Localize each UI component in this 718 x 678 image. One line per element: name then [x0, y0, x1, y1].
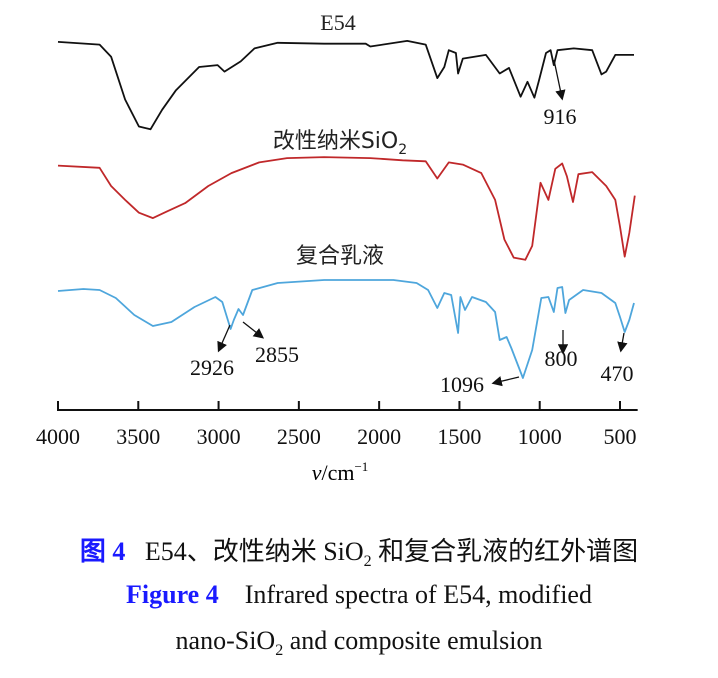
peak-annotation: 800 [545, 346, 578, 371]
caption-cn: 图 4 E54、改性纳米 SiO2 和复合乳液的红外谱图 [0, 531, 718, 571]
peak-annotation: 470 [601, 361, 634, 386]
series-label-0: E54 [320, 10, 355, 35]
peak-annotation: 2855 [255, 342, 299, 367]
x-tick-label: 3500 [116, 424, 160, 449]
caption-cn-text: E54、改性纳米 SiO [144, 537, 364, 566]
caption-en-label: Figure 4 [126, 580, 219, 609]
x-axis: 4000 3500 3000 2500 2000 1500 1000 500 [36, 401, 638, 449]
peak-annotation: 2926 [190, 355, 234, 380]
annotation-arrow [217, 324, 231, 353]
ir-spectra-chart: 4000 3500 3000 2500 2000 1500 1000 500 E54 改性纳米S… [36, 10, 638, 485]
annotation-arrow [617, 332, 628, 353]
series-label-1: 改性纳米SiO2 [273, 129, 407, 158]
caption-en-line1: Infrared spectra of E54, modified [244, 580, 592, 609]
x-tick-label: 500 [604, 424, 637, 449]
caption-cn-label: 图 4 [79, 537, 126, 566]
spectrum-line-1 [57, 156, 636, 261]
x-tick-label: 1000 [518, 424, 562, 449]
caption-en-sub: 2 [275, 642, 284, 660]
caption-en-line2a: nano-SiO [175, 626, 276, 655]
spectrum-line-2 [57, 279, 635, 379]
caption-en-2: nano-SiO2 and composite emulsion [0, 626, 718, 660]
annotation-arrow [242, 321, 265, 339]
x-tick-label: 2500 [277, 424, 321, 449]
caption-cn-text2: 和复合乳液的红外谱图 [378, 537, 639, 566]
caption-cn-sub: 2 [363, 553, 372, 571]
peak-annotation: 916 [544, 104, 577, 129]
x-axis-label: v/cm−1 [312, 459, 369, 485]
x-tick-label: 1500 [437, 424, 481, 449]
annotation-arrow [491, 376, 520, 387]
caption-en-1: Figure 4 Infrared spectra of E54, modifi… [0, 580, 718, 610]
x-tick-label: 2000 [357, 424, 401, 449]
peak-annotation: 1096 [440, 372, 484, 397]
x-tick-label: 4000 [36, 424, 80, 449]
caption-en-line2b: and composite emulsion [283, 626, 543, 655]
x-tick-label: 3000 [197, 424, 241, 449]
annotation-arrow [553, 59, 566, 101]
series-label-2: 复合乳液 [296, 244, 384, 269]
